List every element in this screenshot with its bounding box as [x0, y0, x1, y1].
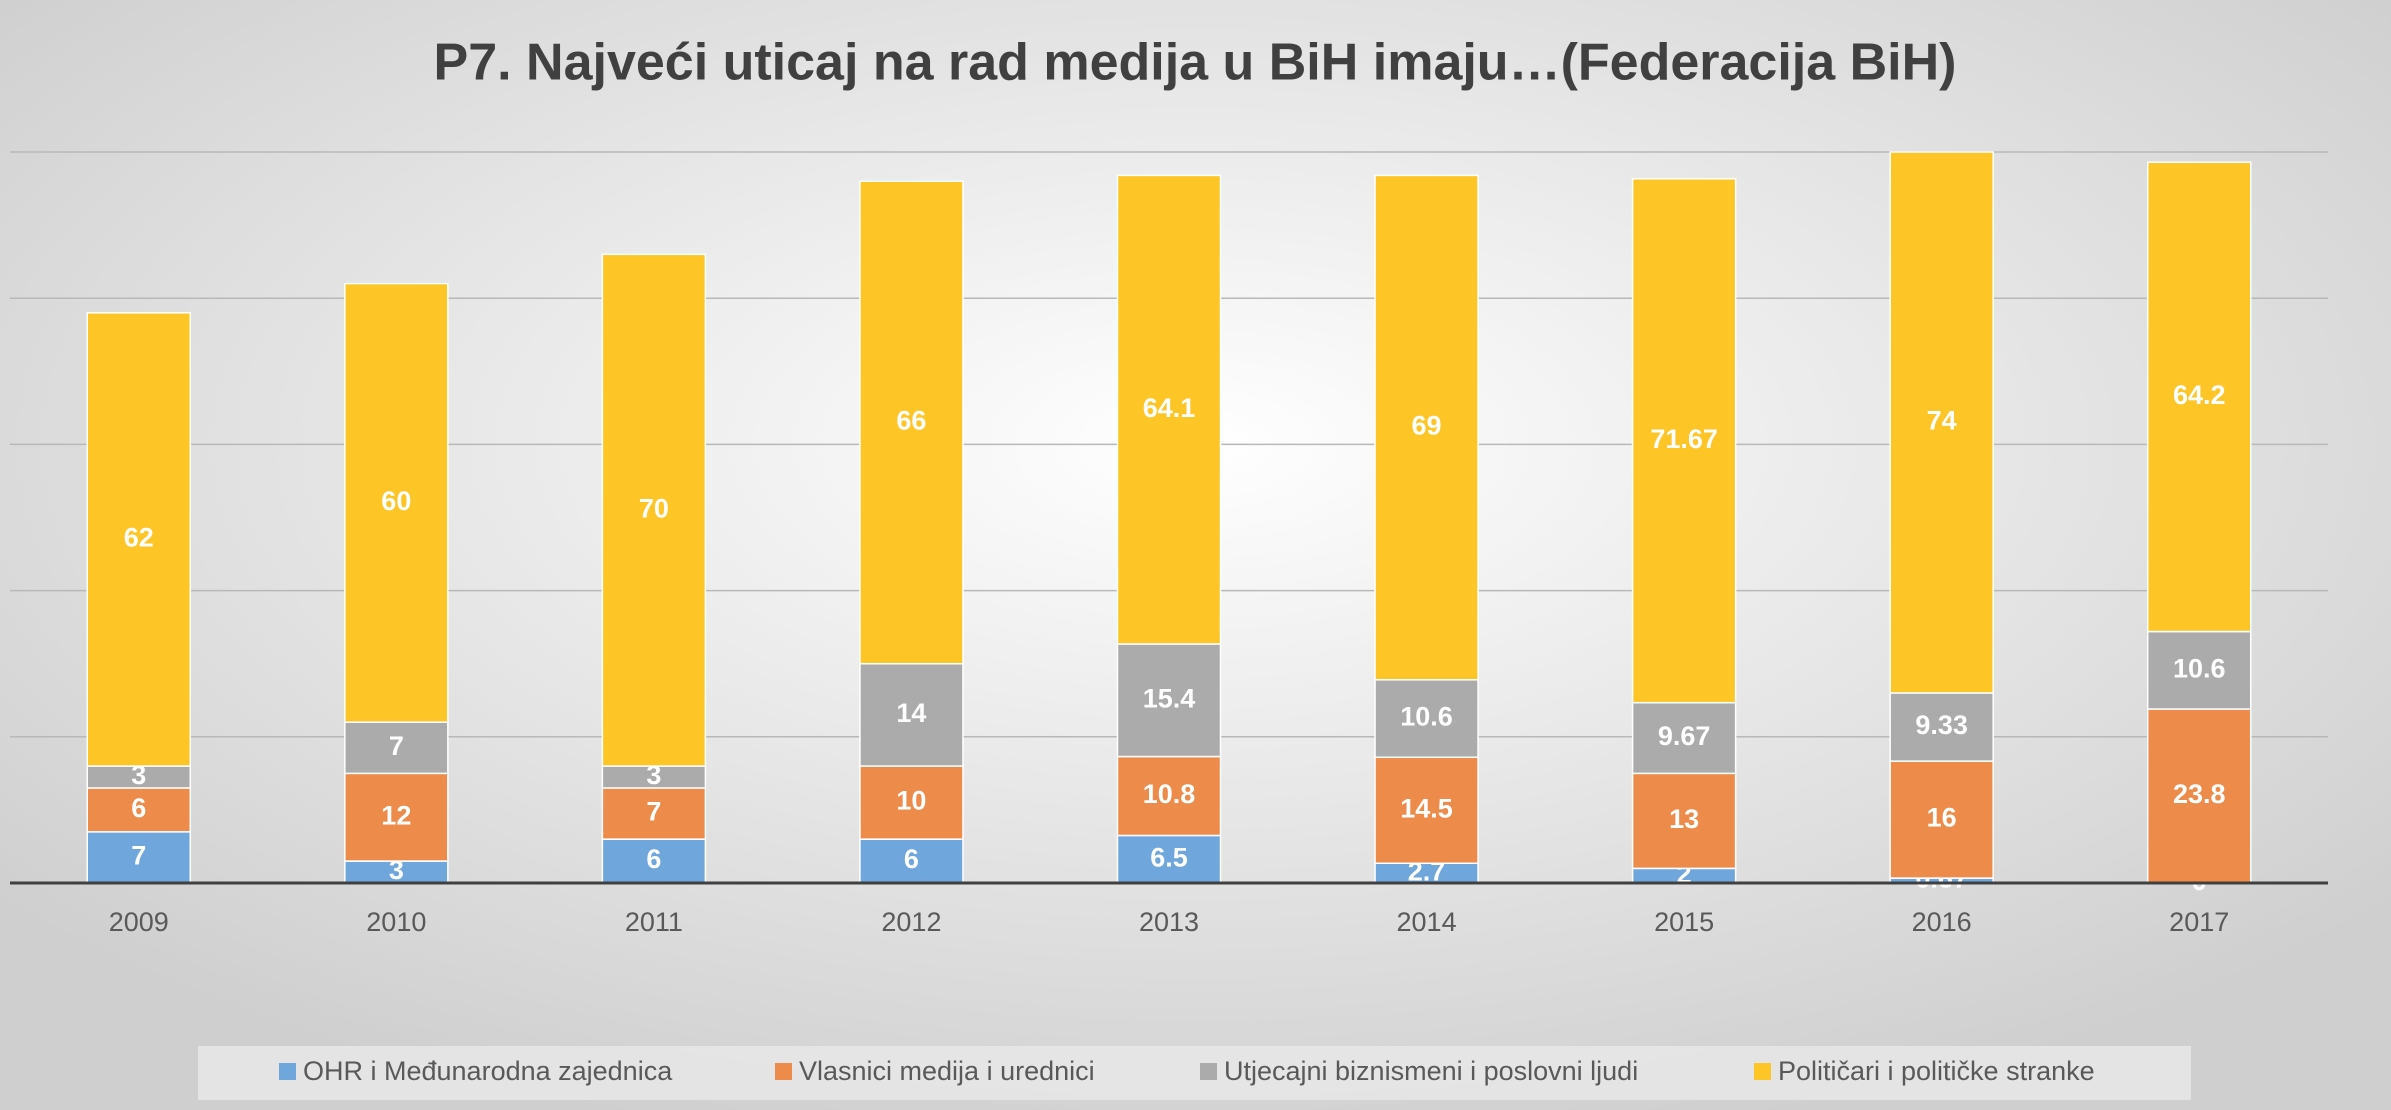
bar-segment [1374, 679, 1479, 759]
bar-segment [344, 772, 449, 862]
bar-segment [86, 831, 192, 884]
bar-segment [859, 180, 964, 665]
data-label: 13 [1669, 804, 1699, 834]
bar-segment [344, 721, 449, 775]
data-label: 14 [896, 698, 926, 728]
legend-swatch [775, 1063, 792, 1080]
data-label: 12 [381, 800, 411, 830]
bar-segment [859, 838, 964, 884]
data-label: 3 [131, 760, 146, 790]
bar-segment [601, 787, 707, 840]
data-label: 3 [646, 760, 661, 790]
bar-segment [2146, 708, 2252, 884]
data-label: 6.5 [1150, 842, 1188, 872]
data-label: 9.33 [1915, 710, 1968, 740]
bar-segment [601, 253, 707, 767]
bar-segment [2146, 161, 2252, 633]
x-tick-label: 2017 [2169, 907, 2229, 937]
data-label: 10.6 [1400, 702, 1453, 732]
data-label: 64.1 [1143, 393, 1196, 423]
legend-label: OHR i Međunarodna zajednica [303, 1056, 673, 1086]
x-tick-label: 2009 [109, 907, 169, 937]
data-label: 10.6 [2173, 653, 2226, 683]
data-label: 15.4 [1143, 683, 1196, 713]
data-label: 16 [1927, 803, 1957, 833]
bar-segment [1889, 692, 1994, 762]
data-label: 71.67 [1650, 424, 1718, 454]
data-label: 74 [1927, 406, 1957, 436]
data-label: 62 [124, 523, 154, 553]
data-label: 69 [1412, 411, 1442, 441]
data-label: 10.8 [1143, 779, 1196, 809]
data-label: 10 [896, 786, 926, 816]
data-label: 3 [389, 855, 404, 885]
bar-segment [1116, 174, 1222, 645]
data-label: 7 [646, 797, 661, 827]
bar-segment [859, 662, 964, 767]
bar-segment [601, 838, 707, 884]
x-tick-label: 2016 [1912, 907, 1972, 937]
x-tick-label: 2013 [1139, 907, 1199, 937]
bar-segment [1116, 834, 1222, 884]
legend-label: Vlasnici medija i urednici [799, 1056, 1095, 1086]
legend-label: Političari i političke stranke [1778, 1056, 2095, 1086]
x-tick-label: 2011 [625, 907, 683, 937]
bar-segment [86, 312, 192, 767]
data-label: 6 [904, 844, 919, 874]
bar-segment [1374, 174, 1479, 681]
data-label: 7 [389, 731, 404, 761]
data-label: 6 [646, 844, 661, 874]
bar-segment [1631, 772, 1737, 870]
data-label: 64.2 [2173, 380, 2226, 410]
data-label: 14.5 [1400, 793, 1453, 823]
x-tick-label: 2012 [881, 907, 941, 937]
data-label: 7 [131, 841, 146, 871]
legend-swatch [279, 1063, 296, 1080]
legend-swatch [1754, 1063, 1771, 1080]
legend-swatch [1200, 1063, 1217, 1080]
chart-title: P7. Najveći uticaj na rad medija u BiH i… [434, 34, 1957, 92]
x-tick-label: 2014 [1397, 907, 1457, 937]
legend-box [198, 1046, 2191, 1100]
data-label: 23.8 [2173, 779, 2226, 809]
bar-segment [1889, 760, 1994, 879]
bar-segment [1116, 755, 1222, 837]
x-tick-label: 2010 [366, 907, 426, 937]
bar-segment [1631, 178, 1737, 704]
data-label: 66 [896, 406, 926, 436]
data-label: 6 [131, 793, 146, 823]
bar-segment [2146, 630, 2252, 710]
legend-label: Utjecajni biznismeni i poslovni ljudi [1224, 1056, 1638, 1086]
bar-segment [859, 765, 964, 840]
bar-segment [344, 282, 449, 723]
bar-segment [1889, 151, 1994, 694]
data-label: 60 [381, 486, 411, 516]
data-label: 9.67 [1658, 721, 1711, 751]
x-tick-label: 2015 [1654, 907, 1714, 937]
data-label: 70 [639, 493, 669, 523]
